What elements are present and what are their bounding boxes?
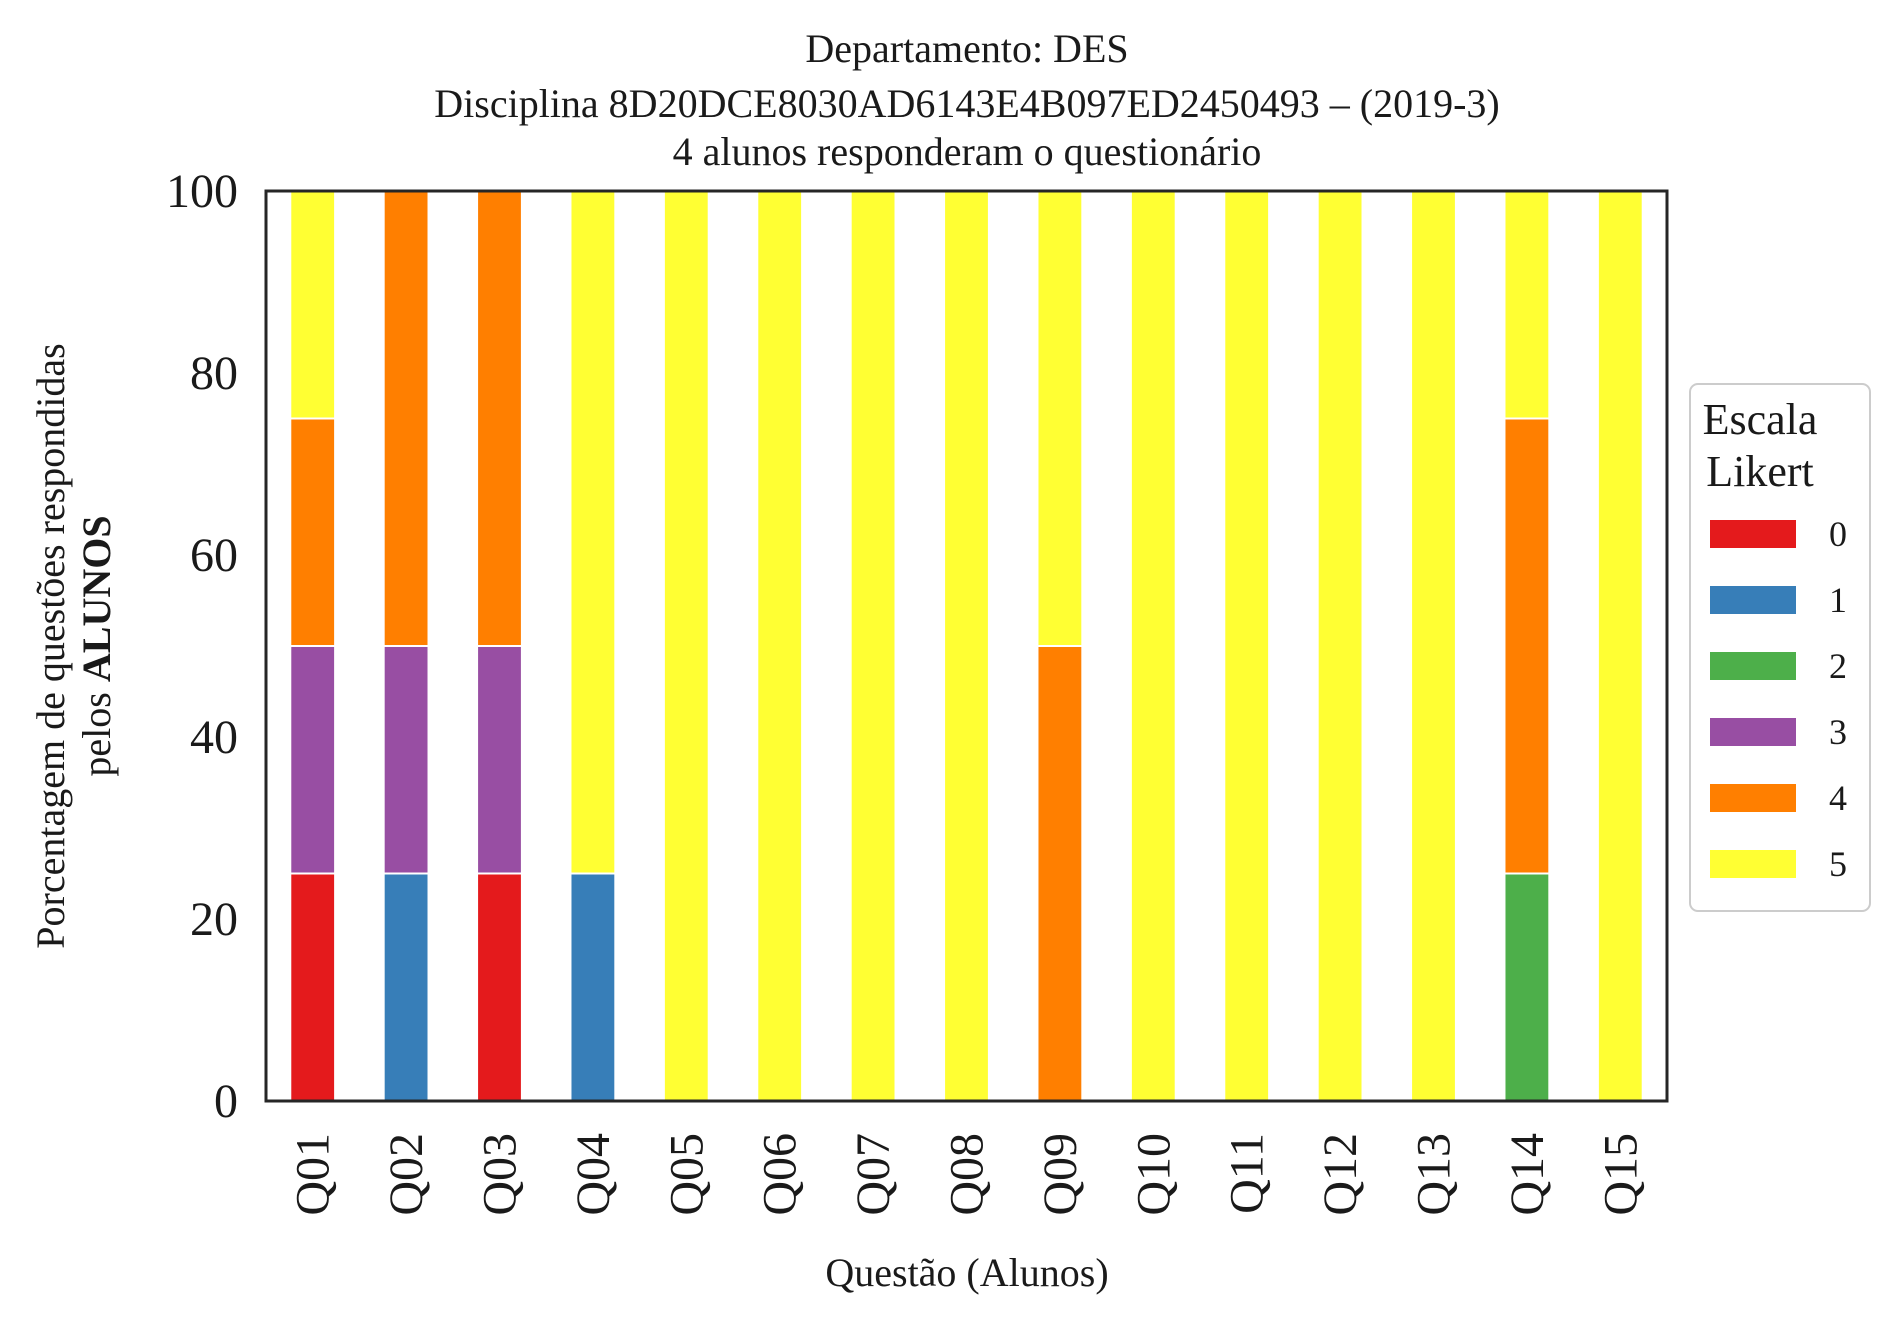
x-tick-label-Q11: Q11 — [1221, 1133, 1274, 1214]
bar-Q14-likert-2 — [1503, 872, 1551, 1102]
legend-label-0: 0 — [1829, 514, 1847, 554]
legend: Escala Likert 0 1 2 3 4 5 — [1689, 383, 1871, 912]
bar-Q07-likert-5 — [849, 190, 897, 1102]
legend-items: 0 1 2 3 4 5 — [1710, 514, 1847, 884]
y-axis-label-line-1: Porcentagem de questões respondidas — [28, 343, 73, 948]
legend-label-1: 1 — [1829, 580, 1847, 620]
legend-box — [1689, 383, 1871, 912]
legend-swatch-2 — [1710, 652, 1796, 680]
x-tick-label-Q07: Q07 — [847, 1133, 900, 1216]
bar-Q03-likert-4 — [476, 190, 523, 647]
x-axis-label: Questão (Alunos) — [825, 1250, 1108, 1295]
bar-Q14-likert-5 — [1503, 190, 1551, 420]
bar-Q10-likert-5 — [1129, 190, 1177, 1102]
x-tick-label-Q10: Q10 — [1127, 1133, 1180, 1216]
x-tick-label-Q01: Q01 — [287, 1133, 340, 1216]
x-tick-label-Q02: Q02 — [380, 1133, 433, 1216]
legend-swatch-0 — [1710, 520, 1796, 548]
y-tick-label-20: 20 — [190, 893, 238, 946]
y-axis-label-prefix: pelos — [74, 682, 119, 776]
bar-Q03-likert-3 — [476, 645, 523, 875]
bars-group — [289, 190, 1644, 1102]
legend-label-2: 2 — [1829, 646, 1847, 686]
y-tick-label-80: 80 — [190, 347, 238, 400]
bar-Q13-likert-5 — [1410, 190, 1457, 1102]
x-tick-label-Q06: Q06 — [754, 1133, 807, 1216]
bar-Q03-likert-0 — [476, 872, 523, 1102]
y-tick-label-40: 40 — [190, 711, 238, 764]
bar-Q01-likert-4 — [289, 417, 337, 647]
title-line-1: Departamento: DES — [805, 26, 1128, 71]
x-axis-ticks: Q01 Q02 Q03 Q04 Q05 Q06 Q07 Q08 Q09 Q10 Q11 Q12 Q13 Q… — [287, 1133, 1648, 1216]
bar-Q02-likert-3 — [382, 645, 430, 875]
legend-label-5: 5 — [1829, 844, 1847, 884]
bar-Q04-likert-1 — [569, 872, 617, 1102]
y-axis-ticks: 0 20 40 60 80 100 — [166, 165, 238, 1128]
x-tick-label-Q13: Q13 — [1408, 1133, 1461, 1216]
bar-Q02-likert-4 — [382, 190, 430, 647]
bar-Q08-likert-5 — [943, 190, 990, 1102]
x-tick-label-Q09: Q09 — [1034, 1133, 1087, 1216]
x-tick-label-Q03: Q03 — [474, 1133, 527, 1216]
legend-title-line-1: Escala — [1703, 395, 1818, 444]
x-tick-label-Q15: Q15 — [1594, 1133, 1647, 1216]
y-tick-label-0: 0 — [214, 1075, 238, 1128]
x-tick-label-Q14: Q14 — [1501, 1133, 1554, 1216]
bar-Q06-likert-5 — [756, 190, 804, 1102]
plot-frame — [264, 189, 1669, 1103]
title-line-2: Disciplina 8D20DCE8030AD6143E4B097ED2450… — [434, 81, 1499, 126]
chart-title: Departamento: DES Disciplina 8D20DCE8030… — [434, 26, 1499, 174]
bar-Q14-likert-4 — [1503, 417, 1551, 875]
bar-Q05-likert-5 — [662, 190, 710, 1102]
x-tick-label-Q08: Q08 — [941, 1133, 994, 1216]
bar-Q09-likert-4 — [1036, 645, 1084, 1102]
legend-swatch-1 — [1710, 586, 1796, 614]
x-tick-label-Q12: Q12 — [1314, 1133, 1367, 1216]
y-tick-label-60: 60 — [190, 529, 238, 582]
y-axis-label: Porcentagem de questões respondidas pelo… — [28, 343, 119, 948]
x-tick-label-Q04: Q04 — [567, 1133, 620, 1216]
bar-Q01-likert-0 — [289, 872, 337, 1102]
legend-swatch-3 — [1710, 718, 1796, 746]
bar-Q01-likert-5 — [289, 190, 337, 420]
y-axis-label-line-2: pelos ALUNOS — [74, 515, 119, 776]
bar-Q09-likert-5 — [1036, 190, 1084, 647]
x-tick-label-Q05: Q05 — [660, 1133, 713, 1216]
legend-title-line-2: Likert — [1706, 447, 1814, 496]
bar-Q01-likert-3 — [289, 645, 337, 875]
bar-Q11-likert-5 — [1223, 190, 1271, 1102]
legend-swatch-5 — [1710, 850, 1796, 878]
y-tick-label-100: 100 — [166, 165, 238, 218]
bar-Q15-likert-5 — [1596, 190, 1644, 1102]
bar-Q12-likert-5 — [1316, 190, 1364, 1102]
title-line-3: 4 alunos responderam o questionário — [673, 129, 1262, 174]
bar-Q04-likert-5 — [569, 190, 617, 875]
bar-Q02-likert-1 — [382, 872, 430, 1102]
legend-label-4: 4 — [1829, 778, 1847, 818]
legend-swatch-4 — [1710, 784, 1796, 812]
legend-label-3: 3 — [1829, 712, 1847, 752]
y-axis-label-bold: ALUNOS — [74, 515, 119, 682]
